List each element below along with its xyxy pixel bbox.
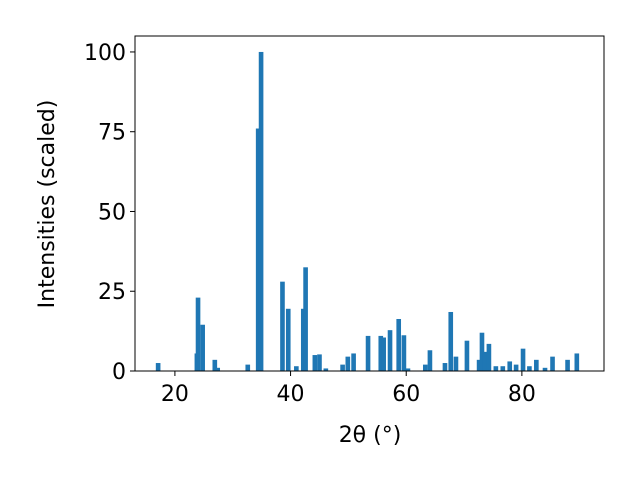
bar (520, 348, 526, 371)
bar (453, 356, 459, 371)
bar (401, 335, 407, 371)
y-tick-label: 100 (84, 41, 126, 66)
bar (527, 366, 532, 371)
bar (479, 332, 485, 371)
bar (464, 340, 470, 371)
bar (303, 267, 308, 371)
bar (215, 367, 221, 371)
bar (212, 359, 218, 371)
bar (427, 350, 433, 371)
y-tick-label: 25 (98, 280, 126, 305)
y-tick-label: 75 (98, 121, 126, 146)
x-tick-label: 40 (277, 382, 305, 407)
bar (513, 364, 519, 371)
bar (482, 351, 488, 371)
plot-frame (134, 35, 605, 372)
bar (542, 367, 548, 371)
bar (448, 311, 454, 371)
bar (550, 356, 555, 371)
bar (442, 363, 448, 371)
bar (312, 355, 318, 371)
bar (507, 361, 513, 371)
bar (255, 128, 261, 371)
bar (351, 353, 356, 371)
bar (486, 343, 492, 371)
x-axis-label: 2θ (°) (339, 423, 402, 448)
y-tick-label: 0 (112, 360, 126, 385)
bar (365, 335, 371, 371)
bar (574, 353, 580, 371)
bar (493, 366, 499, 371)
bar (405, 368, 411, 371)
bar (317, 354, 322, 371)
bar (378, 335, 384, 371)
bar (345, 356, 351, 371)
bar (280, 281, 285, 371)
bar (565, 359, 570, 371)
bar (323, 368, 329, 371)
bar (422, 364, 428, 371)
bar (155, 363, 161, 371)
x-tick-label: 60 (392, 382, 420, 407)
bar (387, 330, 393, 371)
bar (500, 366, 506, 371)
y-tick-label: 50 (98, 200, 126, 225)
bar (476, 359, 482, 371)
bar (381, 337, 386, 371)
bar (340, 364, 345, 371)
y-axis-label: Intensities (scaled) (35, 100, 60, 309)
bar (258, 51, 264, 371)
x-tick-label: 80 (508, 382, 536, 407)
bar (195, 297, 201, 371)
bar (285, 308, 291, 371)
bar (396, 318, 402, 371)
bar (245, 364, 251, 371)
x-tick-label: 20 (161, 382, 189, 407)
bar (534, 359, 539, 371)
bar (294, 366, 299, 371)
bar (200, 324, 205, 371)
